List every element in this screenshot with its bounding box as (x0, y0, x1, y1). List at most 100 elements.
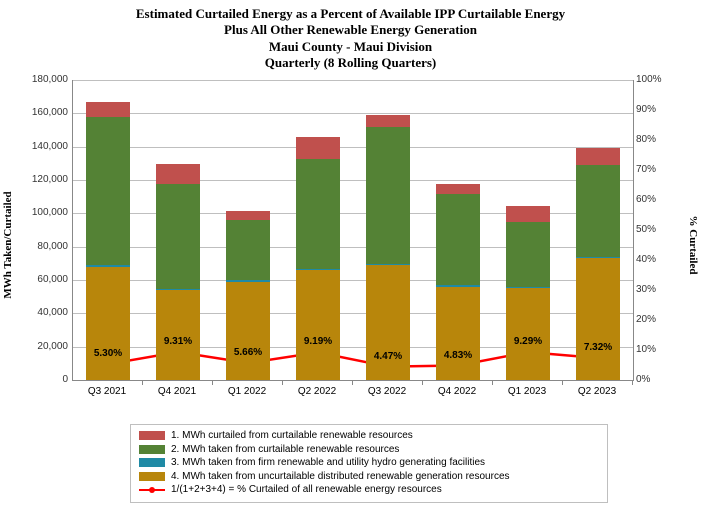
y-tick-left: 120,000 (18, 174, 68, 185)
y-tick-right: 40% (636, 254, 676, 265)
y-tick-left: 40,000 (18, 307, 68, 318)
x-axis-label: Q1 2023 (492, 386, 562, 397)
y-tick-right: 60% (636, 194, 676, 205)
bar-segment-s2 (296, 159, 339, 269)
legend-item: 2. MWh taken from curtailable renewable … (139, 443, 599, 457)
plot-area: 5.30% 9.31% 5.66% 9.19% 4.47% 4.83% 9.29% 7.32% (72, 80, 634, 381)
bar-segment-s3 (436, 285, 479, 286)
bar-segment-s1 (226, 211, 269, 221)
bar-group (86, 102, 129, 380)
chart-area: 5.30% 9.31% 5.66% 9.19% 4.47% 4.83% 9.29% 7.32%… (0, 80, 701, 410)
legend-label: 1. MWh curtailed from curtailable renewa… (171, 429, 413, 443)
title-line-3: Maui County - Maui Division (0, 39, 701, 55)
x-axis-label: Q3 2022 (352, 386, 422, 397)
bar-segment-s2 (86, 117, 129, 265)
bar-segment-s1 (366, 115, 409, 127)
pct-label: 5.66% (234, 347, 262, 358)
title-line-4: Quarterly (8 Rolling Quarters) (0, 55, 701, 71)
y-tick-right: 10% (636, 344, 676, 355)
x-tick (632, 380, 633, 385)
x-axis-label: Q4 2021 (142, 386, 212, 397)
bar-group (366, 115, 409, 380)
bar-segment-s4 (436, 287, 479, 380)
bar-segment-s3 (296, 269, 339, 270)
x-tick (562, 380, 563, 385)
bar-segment-s4 (576, 258, 619, 380)
legend-swatch (139, 458, 165, 467)
legend-item: 1/(1+2+3+4) = % Curtailed of all renewab… (139, 483, 599, 497)
bar-segment-s1 (86, 102, 129, 117)
legend-swatch (139, 472, 165, 481)
bar-segment-s2 (156, 184, 199, 289)
bar-segment-s1 (576, 148, 619, 165)
pct-label: 9.29% (514, 336, 542, 347)
y-tick-left: 140,000 (18, 141, 68, 152)
bar-segment-s3 (156, 289, 199, 290)
y-tick-left: 60,000 (18, 274, 68, 285)
pct-label: 9.31% (164, 336, 192, 347)
y-tick-right: 80% (636, 134, 676, 145)
bar-segment-s3 (226, 280, 269, 281)
bar-segment-s2 (576, 165, 619, 257)
legend: 1. MWh curtailed from curtailable renewa… (130, 424, 608, 503)
bar-segment-s2 (366, 127, 409, 264)
y-tick-left: 20,000 (18, 341, 68, 352)
legend-label: 1/(1+2+3+4) = % Curtailed of all renewab… (171, 483, 442, 497)
bar-segment-s4 (156, 290, 199, 380)
y-tick-right: 30% (636, 284, 676, 295)
bar-segment-s4 (86, 267, 129, 380)
y-tick-left: 100,000 (18, 207, 68, 218)
bar-group (506, 206, 549, 380)
bar-segment-s3 (576, 257, 619, 258)
x-axis-label: Q2 2022 (282, 386, 352, 397)
grid-line (73, 147, 633, 148)
bar-segment-s3 (86, 265, 129, 266)
legend-swatch (139, 431, 165, 440)
y-tick-left: 180,000 (18, 74, 68, 85)
bar-segment-s4 (296, 270, 339, 380)
grid-line (73, 113, 633, 114)
title-line-2: Plus All Other Renewable Energy Generati… (0, 22, 701, 38)
chart-title: Estimated Curtailed Energy as a Percent … (0, 0, 701, 71)
y-tick-right: 0% (636, 374, 676, 385)
x-axis-label: Q4 2022 (422, 386, 492, 397)
y-tick-left: 80,000 (18, 241, 68, 252)
legend-item: 4. MWh taken from uncurtailable distribu… (139, 470, 599, 484)
legend-label: 2. MWh taken from curtailable renewable … (171, 443, 399, 457)
bar-segment-s2 (226, 220, 269, 280)
bar-segment-s1 (436, 184, 479, 194)
x-tick (422, 380, 423, 385)
legend-swatch (139, 445, 165, 454)
legend-swatch-line (139, 484, 165, 496)
bar-segment-s4 (366, 265, 409, 380)
grid-line (73, 80, 633, 81)
y-tick-right: 50% (636, 224, 676, 235)
y-tick-left: 160,000 (18, 107, 68, 118)
y-tick-right: 90% (636, 104, 676, 115)
y-tick-right: 100% (636, 74, 676, 85)
chart-page: { "title": { "line1": "Estimated Curtail… (0, 0, 701, 519)
x-axis-label: Q2 2023 (562, 386, 632, 397)
legend-item: 1. MWh curtailed from curtailable renewa… (139, 429, 599, 443)
x-tick (492, 380, 493, 385)
pct-label: 4.83% (444, 350, 472, 361)
x-axis-label: Q1 2022 (212, 386, 282, 397)
pct-label: 5.30% (94, 348, 122, 359)
bar-segment-s3 (506, 287, 549, 288)
bar-segment-s1 (156, 164, 199, 184)
pct-label: 7.32% (584, 342, 612, 353)
bar-segment-s4 (226, 282, 269, 380)
bar-segment-s2 (436, 194, 479, 286)
x-tick (352, 380, 353, 385)
pct-label: 9.19% (304, 336, 332, 347)
bar-group (156, 164, 199, 380)
x-axis-label: Q3 2021 (72, 386, 142, 397)
bar-segment-s2 (506, 222, 549, 287)
pct-label: 4.47% (374, 351, 402, 362)
x-tick (142, 380, 143, 385)
legend-label: 3. MWh taken from firm renewable and uti… (171, 456, 485, 470)
x-tick (212, 380, 213, 385)
legend-label: 4. MWh taken from uncurtailable distribu… (171, 470, 510, 484)
bar-segment-s4 (506, 288, 549, 380)
y-tick-right: 20% (636, 314, 676, 325)
